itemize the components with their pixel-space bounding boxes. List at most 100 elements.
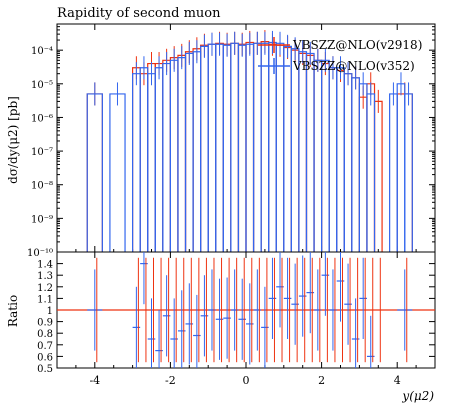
x-tick-label: 0 <box>243 374 250 387</box>
ratio-y-tick-label: 1 <box>47 306 53 317</box>
ratio-y-tick-label: 0.6 <box>37 352 53 363</box>
series-1-bin <box>200 44 209 252</box>
main-series-group <box>86 30 413 252</box>
series-1-bin <box>237 43 247 252</box>
series-2-bin <box>260 42 270 252</box>
series-1-bin <box>268 43 277 252</box>
series-2-bin <box>275 42 285 252</box>
series-2-bin <box>290 48 300 252</box>
ratio-y-tick-label: 1.3 <box>37 271 53 282</box>
series-1-bin <box>366 83 376 252</box>
ratio-axis-label: Ratio <box>6 295 20 327</box>
series-1-bin <box>336 69 345 252</box>
series-2-bin <box>154 67 164 252</box>
series-1-bin <box>230 42 240 252</box>
series-2-bin <box>139 67 149 252</box>
series-2-bin <box>283 45 292 252</box>
series-2-bin <box>321 59 330 252</box>
y-axis-label: dσ/dy(μ2) [pb] <box>6 96 20 184</box>
series-2-bin <box>162 62 171 252</box>
series-2-bin <box>245 43 255 252</box>
series-2-bin <box>396 83 406 252</box>
series-2-bin <box>132 73 141 252</box>
series-1-bin <box>275 44 285 252</box>
x-axis-label: y(μ2) <box>401 389 434 403</box>
x-tick-label: -4 <box>89 374 100 387</box>
series-2-bin <box>222 44 232 252</box>
series-1-bin <box>184 51 194 252</box>
series-2-bin <box>200 45 209 252</box>
series-1-bin <box>192 48 202 252</box>
series-1-bin <box>86 93 103 252</box>
y-tick-label: 10⁻⁴ <box>31 46 53 57</box>
series-2-bin <box>184 52 194 252</box>
y-tick-label: 10⁻⁸ <box>31 181 53 192</box>
series-1-bin <box>139 73 149 252</box>
y-tick-label: 10⁻¹⁰ <box>27 248 53 259</box>
series-1-bin <box>177 54 187 252</box>
ratio-y-tick-label: 0.9 <box>37 318 53 329</box>
series-2-bin <box>336 67 345 252</box>
series-2-bin <box>366 93 376 252</box>
ratio-y-tick-label: 1.1 <box>37 294 53 305</box>
legend-entry-label: VBSZZ@NLO(v352) <box>292 59 415 73</box>
x-tick-label: 2 <box>318 374 325 387</box>
series-1-bin <box>351 77 360 252</box>
legend-entry-label: VBSZZ@NLO(v2918) <box>292 38 422 52</box>
y-tick-label: 10⁻⁷ <box>31 147 53 158</box>
series-1-bin <box>132 67 141 252</box>
series-2-bin <box>351 77 360 252</box>
ratio-plot-area: -4 -2 0 2 4 0.50.60.70.80.911.11.21.31.4 <box>37 251 436 387</box>
y-tick-label: 10⁻⁹ <box>31 214 53 225</box>
y-tick-label: 10⁻⁶ <box>31 113 53 124</box>
series-1-bin <box>358 96 368 252</box>
series-2-bin <box>252 42 262 252</box>
series-1-bin <box>252 42 262 252</box>
series-2-bin <box>215 43 224 252</box>
series-2-bin <box>169 59 179 252</box>
series-1-bin <box>147 62 156 252</box>
series-1-bin <box>260 40 270 252</box>
series-2-bin <box>328 67 338 252</box>
series-1-bin <box>222 43 232 252</box>
series-1-bin <box>169 57 179 252</box>
series-2-bin <box>207 43 217 252</box>
series-1-bin <box>162 59 171 252</box>
series-2-bin <box>404 93 413 252</box>
legend: VBSZZ@NLO(v2918) VBSZZ@NLO(v352) <box>258 37 422 74</box>
series-2-bin <box>230 42 240 252</box>
ratio-y-tick-label: 1.4 <box>37 260 53 271</box>
series-2-bin <box>109 93 126 252</box>
series-2-bin <box>343 73 353 252</box>
series-2-bin <box>86 93 103 252</box>
ratio-y-tick-label: 0.5 <box>37 364 53 375</box>
series-2-bin <box>313 59 323 252</box>
series-1-bin <box>283 46 292 252</box>
y-tick-label: 10⁻⁵ <box>31 80 53 91</box>
series-2-bin <box>237 44 247 252</box>
ratio-y-tick-label: 1.2 <box>37 283 53 294</box>
series-2-bin <box>389 93 398 252</box>
series-1-bin <box>328 67 338 252</box>
series-1-bin <box>290 49 300 252</box>
ratio-series-group <box>57 252 435 368</box>
series-2-bin <box>305 52 315 252</box>
series-2-bin <box>358 83 368 252</box>
series-2-bin <box>192 51 202 252</box>
x-tick-label: -2 <box>165 374 176 387</box>
chart-title: Rapidity of second muon <box>57 6 221 21</box>
series-2-bin <box>298 51 308 252</box>
series-1-bin <box>154 62 164 252</box>
x-tick-label: 4 <box>394 374 401 387</box>
series-1-bin <box>313 59 323 252</box>
series-1-bin <box>373 100 383 252</box>
series-1-bin <box>207 43 217 252</box>
main-plot-area: 10⁻¹⁰ 10⁻⁹ 10⁻⁸ 10⁻⁷ 10⁻⁶ 10⁻⁵ 10⁻⁴ <box>27 23 436 259</box>
series-1-bin <box>215 42 224 252</box>
series-1-bin <box>245 41 255 252</box>
series-2-bin <box>177 57 187 252</box>
series-1-bin <box>343 73 353 252</box>
series-1-bin <box>321 62 330 252</box>
series-1-bin <box>305 54 315 252</box>
